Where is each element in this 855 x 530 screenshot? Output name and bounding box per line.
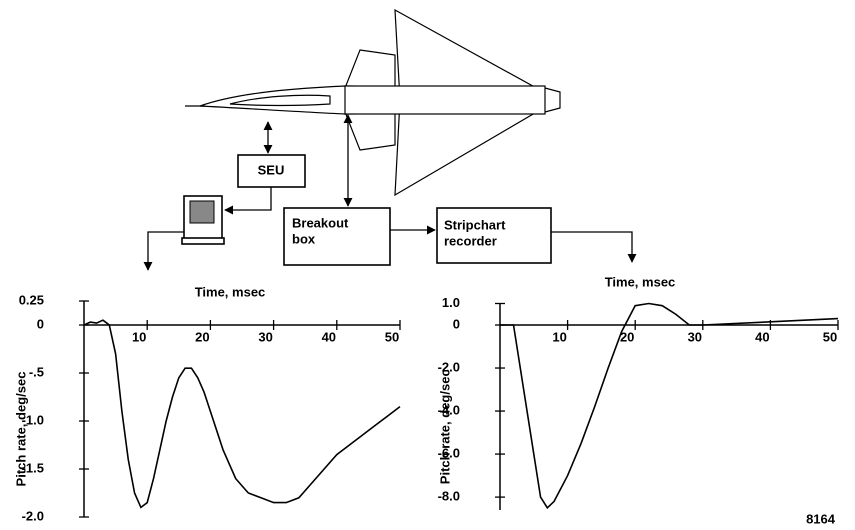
x-tick-label: 50 [385, 329, 399, 344]
data-line [84, 320, 400, 507]
x-tick-label: 10 [132, 329, 146, 344]
x-tick-label: 50 [823, 329, 837, 344]
y-tick-label: 0 [37, 316, 44, 331]
x-tick-label: 30 [688, 329, 702, 344]
y-tick-label: 1.0 [442, 295, 460, 310]
y-tick-label: 0.25 [19, 292, 44, 307]
x-tick-label: 20 [195, 329, 209, 344]
x-tick-label: 40 [755, 329, 769, 344]
data-line [500, 304, 838, 508]
seu-label: SEU [258, 162, 285, 177]
y-axis-title: Pitch rate, deg/sec [437, 369, 452, 484]
breakout-label: Breakout [292, 215, 349, 230]
breakout-label: box [292, 231, 316, 246]
y-tick-label: -2.0 [22, 508, 44, 523]
figure-number: 8164 [806, 511, 836, 526]
x-axis-title: Time, msec [605, 274, 676, 289]
y-tick-label: -8.0 [438, 489, 460, 504]
x-tick-label: 10 [552, 329, 566, 344]
y-tick-label: 0 [453, 316, 460, 331]
x-axis-title: Time, msec [195, 284, 266, 299]
figure: SEU Breakout box Stripchart recorder 816… [0, 0, 855, 530]
y-tick-label: -.5 [29, 364, 44, 379]
y-axis-title: Pitch rate, deg/sec [13, 372, 28, 487]
x-tick-label: 30 [258, 329, 272, 344]
recorder-label: recorder [444, 233, 497, 248]
x-tick-label: 40 [322, 329, 336, 344]
computer-icon [182, 196, 224, 244]
recorder-label: Stripchart [444, 217, 506, 232]
